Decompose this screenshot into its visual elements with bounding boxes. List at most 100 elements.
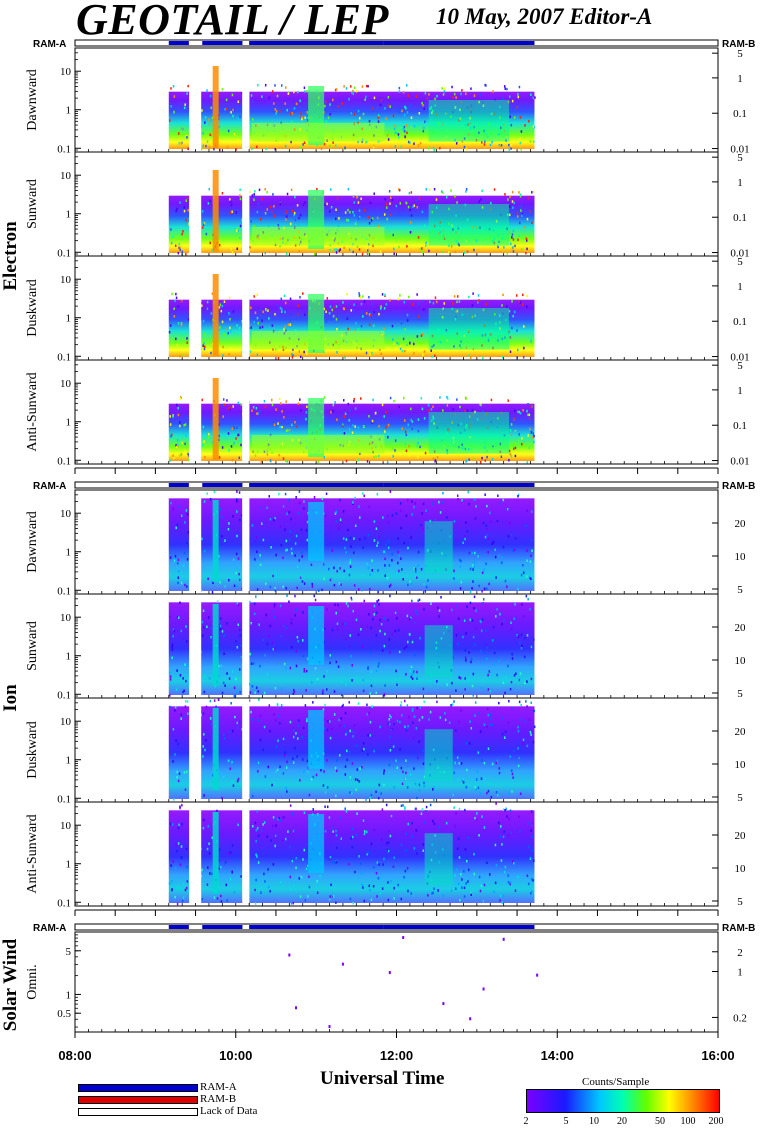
heatmap-pixel	[420, 334, 423, 337]
heatmap-pixel	[183, 209, 186, 213]
heatmap-pixel	[503, 870, 506, 874]
heatmap-pixel	[355, 744, 357, 747]
heatmap-pixel	[210, 636, 212, 639]
heatmap-pixel	[490, 398, 493, 402]
heatmap-pixel	[526, 460, 529, 464]
heatmap-pixel	[239, 439, 241, 443]
heatmap-pixel	[184, 705, 187, 708]
ram-b-label: RAM-B	[722, 923, 755, 934]
heatmap-pixel	[405, 201, 408, 205]
heatmap-pixel	[434, 460, 436, 463]
heatmap-pixel	[295, 102, 298, 106]
heatmap-pixel	[422, 687, 425, 691]
heatmap-pixel	[421, 210, 424, 214]
heatmap-pixel	[498, 701, 500, 705]
heatmap-pixel	[474, 701, 477, 704]
heatmap-pixel	[181, 899, 184, 903]
heatmap-pixel	[323, 203, 326, 206]
heatmap-pixel	[314, 598, 317, 602]
heatmap-pixel	[376, 525, 379, 529]
heatmap-pixel	[522, 409, 524, 412]
heatmap-band-mid	[428, 204, 510, 246]
heatmap-pixel	[306, 352, 308, 355]
heatmap-pixel	[294, 614, 297, 617]
heatmap-pixel	[282, 772, 285, 775]
heatmap-pixel	[519, 137, 521, 141]
x-tick-label: 12:00	[380, 1048, 413, 1063]
heatmap-pixel	[261, 315, 263, 318]
heatmap-pixel	[516, 329, 518, 332]
heatmap-pixel	[483, 723, 486, 726]
heatmap-pixel	[465, 659, 467, 662]
heatmap-pixel	[184, 888, 187, 892]
y-tick-label: 1	[66, 105, 72, 117]
heatmap-pixel	[201, 226, 204, 229]
heatmap-pixel	[390, 196, 392, 199]
y-right-tick-label: 5	[737, 584, 743, 596]
heatmap-pixel	[342, 576, 345, 579]
heatmap-pixel	[453, 92, 456, 96]
heatmap-pixel	[236, 721, 239, 725]
heatmap-pixel	[350, 309, 352, 312]
heatmap-pixel	[393, 897, 395, 900]
heatmap-pixel	[522, 563, 524, 567]
heatmap-pixel	[365, 246, 368, 250]
heatmap-pixel	[457, 617, 460, 621]
heatmap-pixel	[524, 636, 526, 640]
heatmap-pixel	[527, 822, 529, 825]
heatmap-pixel	[394, 611, 397, 615]
heatmap-pixel	[486, 646, 488, 650]
heatmap-pixel	[483, 761, 486, 765]
heatmap-pixel	[325, 310, 327, 314]
heatmap-pixel	[472, 889, 475, 892]
heatmap-pixel	[456, 201, 458, 204]
heatmap-pixel	[512, 860, 514, 863]
heatmap-pixel	[454, 250, 457, 254]
heatmap-pixel	[480, 650, 482, 653]
heatmap-pixel	[399, 509, 402, 513]
heatmap-pixel	[384, 293, 386, 297]
heatmap-pixel	[390, 233, 392, 237]
heatmap-pixel	[237, 557, 240, 560]
heatmap-pixel	[233, 686, 236, 690]
heatmap-pixel	[414, 782, 417, 786]
heatmap-pixel	[187, 209, 189, 212]
heatmap-pixel	[410, 126, 412, 129]
heatmap-pixel	[226, 399, 228, 402]
heatmap-pixel	[399, 345, 402, 348]
heatmap-pixel	[230, 346, 232, 350]
heatmap-pixel	[235, 585, 238, 588]
heatmap-pixel	[519, 221, 521, 225]
heatmap-pixel	[509, 521, 511, 525]
heatmap-pixel	[465, 187, 468, 191]
heatmap-pixel	[293, 90, 295, 94]
heatmap-pixel	[511, 657, 514, 660]
heatmap-pixel	[186, 770, 188, 774]
heatmap-pixel	[387, 95, 390, 99]
heatmap-pixel	[256, 809, 258, 813]
heatmap-pixel	[463, 619, 466, 622]
heatmap-pixel	[412, 670, 415, 673]
heatmap-pixel	[422, 527, 424, 531]
heatmap-pixel	[181, 354, 183, 357]
heatmap-pixel	[499, 894, 502, 898]
heatmap-pixel	[445, 196, 448, 199]
heatmap-pixel	[227, 129, 230, 133]
heatmap-pixel	[482, 410, 484, 413]
heatmap-pixel	[409, 221, 412, 224]
heatmap-pixel	[424, 590, 427, 593]
heatmap-pixel	[442, 93, 445, 96]
heatmap-pixel	[299, 895, 302, 898]
heatmap-band-low	[251, 434, 385, 454]
heatmap-pixel	[175, 842, 178, 846]
heatmap-pixel	[412, 672, 414, 676]
heatmap-pixel	[417, 418, 420, 421]
heatmap-pixel	[329, 144, 331, 148]
heatmap-pixel	[515, 451, 517, 455]
heatmap-pixel	[322, 708, 325, 711]
heatmap-pixel	[357, 217, 360, 220]
heatmap-pixel	[371, 559, 373, 562]
heatmap-pixel	[361, 883, 363, 887]
heatmap-pixel	[335, 611, 337, 615]
heatmap-pixel	[184, 788, 187, 791]
